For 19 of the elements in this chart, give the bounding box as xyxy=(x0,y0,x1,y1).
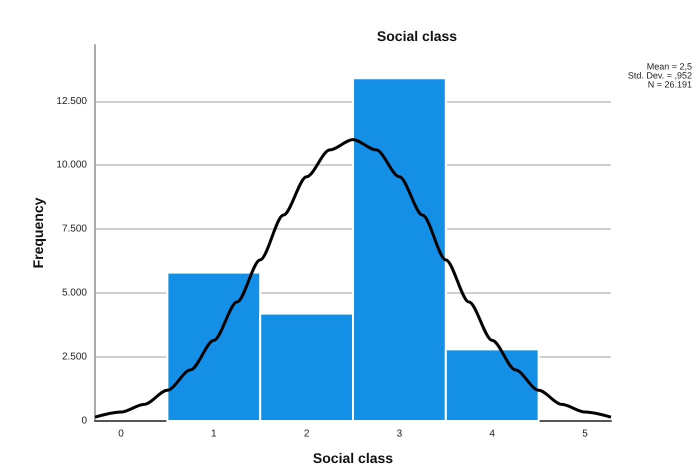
x-tick-label: 5 xyxy=(582,428,588,440)
y-tick-label: 7.500 xyxy=(62,224,88,235)
line-series xyxy=(94,138,612,419)
y-tick-label: 5.000 xyxy=(62,288,88,299)
x-tick-label: 4 xyxy=(489,428,496,440)
text: Std. Dev. = ,952 xyxy=(628,70,692,80)
x-axis-title: Social class xyxy=(312,450,394,466)
y-tick-label: 12.500 xyxy=(56,96,88,107)
y-tick-label: 10.000 xyxy=(56,160,88,171)
text: Mean = 2,5 xyxy=(646,62,692,72)
x-tick-label: 3 xyxy=(396,428,403,440)
y-tick-label: 2.500 xyxy=(62,352,88,363)
text: N = 26.191 xyxy=(648,80,692,90)
chart-title: Social class xyxy=(376,28,458,44)
x-tick-label: 1 xyxy=(211,428,218,440)
y-tick-label: 0 xyxy=(81,416,88,426)
y-axis-title: Frequency xyxy=(30,197,46,268)
x-tick-label: 0 xyxy=(118,428,124,440)
x-tick-label: 2 xyxy=(304,428,310,440)
